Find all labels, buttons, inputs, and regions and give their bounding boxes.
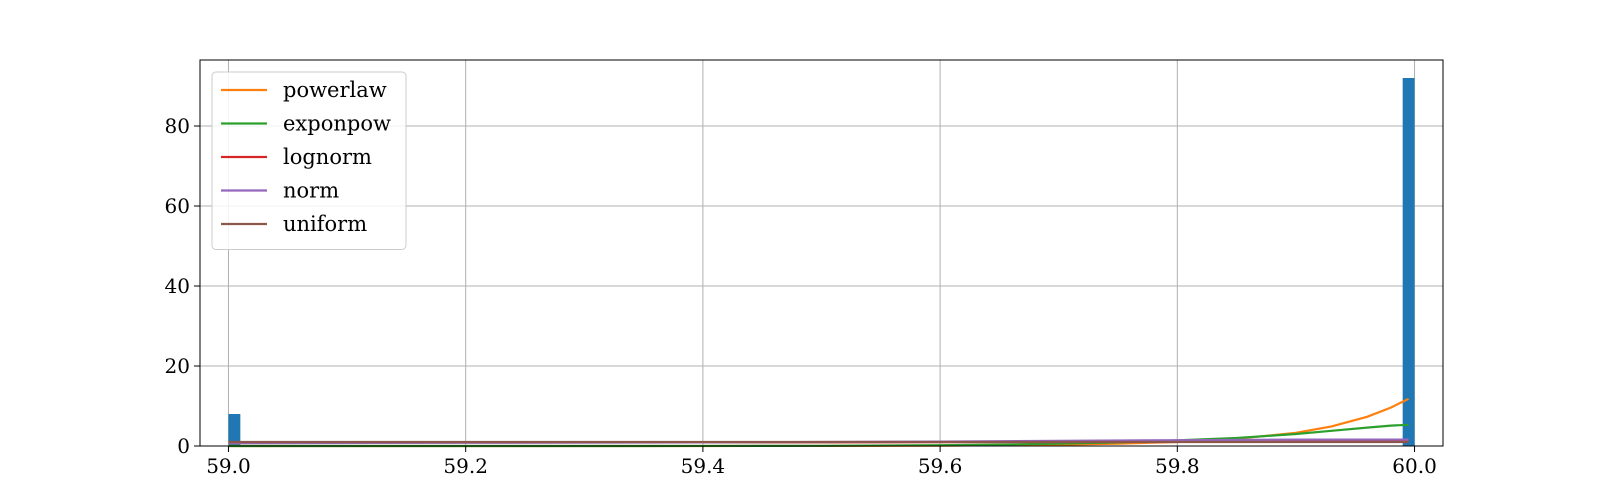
x-tick-label: 60.0 [1392,454,1437,478]
x-tick-label: 59.0 [206,454,251,478]
legend-label-exponpow: exponpow [283,112,391,136]
legend: powerlaw exponpow lognorm norm uniform [211,71,407,250]
y-tick-label: 20 [165,354,190,378]
legend-label-powerlaw: powerlaw [283,78,387,102]
y-tick-label: 40 [165,274,190,298]
x-tick-label: 59.8 [1155,454,1200,478]
x-tick-label: 59.2 [443,454,488,478]
x-tick-label: 59.6 [918,454,963,478]
histogram-bars [228,78,1415,446]
histogram-bar [1402,78,1415,446]
y-tick-label: 60 [165,194,190,218]
legend-label-uniform: uniform [283,212,367,236]
x-tick-label: 59.4 [681,454,726,478]
legend-label-lognorm: lognorm [283,145,372,169]
plot-frame [199,59,1444,447]
y-tick-label: 0 [177,434,190,458]
legend-box [211,71,407,250]
x-axis-ticks: 59.0 59.2 59.4 59.6 59.8 60.0 [206,446,1437,478]
histogram-bar [228,414,241,446]
legend-label-norm: norm [283,179,339,203]
y-tick-label: 80 [165,114,190,138]
y-axis-ticks: 0 20 40 60 80 [165,114,200,458]
